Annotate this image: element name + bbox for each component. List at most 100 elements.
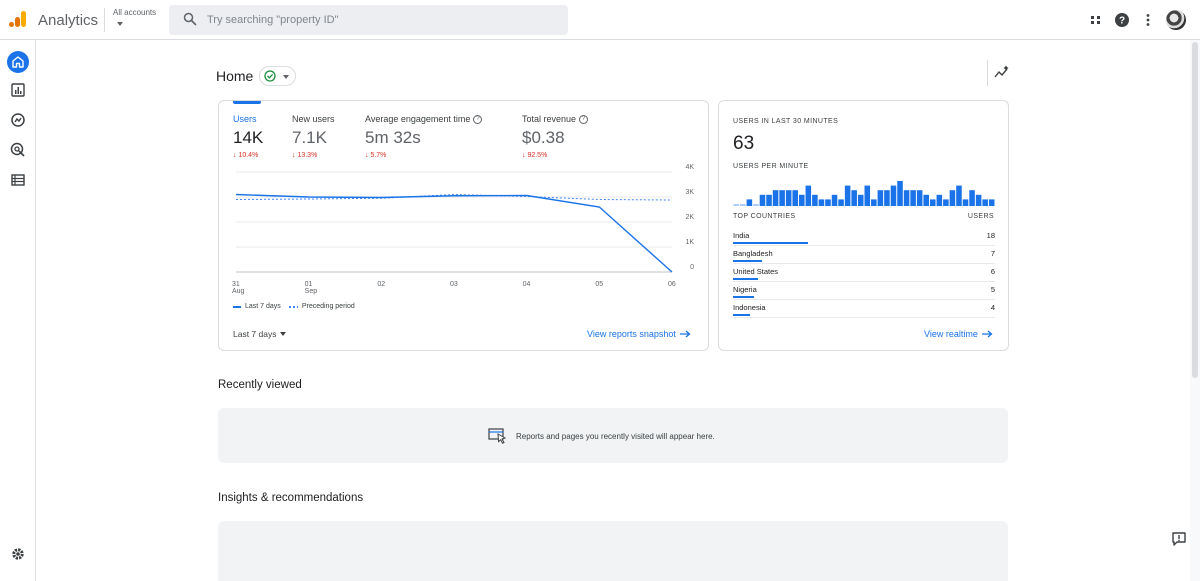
minute-bar[interactable] xyxy=(733,204,740,206)
minute-bar[interactable] xyxy=(753,204,759,206)
country-users: 7 xyxy=(990,249,995,258)
metric-change-value: 10.4% xyxy=(238,152,259,159)
minute-bar[interactable] xyxy=(864,185,871,206)
country-name: Indonesia xyxy=(733,303,766,312)
minute-bar[interactable] xyxy=(851,190,857,206)
minute-bar[interactable] xyxy=(923,194,929,206)
analytics-logo-icon[interactable] xyxy=(9,10,27,28)
help-icon[interactable]: ? xyxy=(473,114,483,124)
metric-label-row: Average engagement time? xyxy=(365,114,483,124)
metric-tab-engagement-time[interactable]: Average engagement time? 5m 32s ↓ 5.7% xyxy=(365,114,483,159)
minute-bar[interactable] xyxy=(740,204,746,206)
minute-bar[interactable] xyxy=(890,185,897,206)
x-tick-label: 01 xyxy=(305,281,313,288)
more-vert-icon[interactable] xyxy=(1140,12,1156,28)
home-status-dropdown[interactable] xyxy=(259,66,296,86)
minute-bar[interactable] xyxy=(949,190,956,206)
minute-bar[interactable] xyxy=(805,185,812,206)
minute-bar[interactable] xyxy=(844,185,851,206)
minute-bar[interactable] xyxy=(903,190,910,206)
scrollbar-thumb[interactable] xyxy=(1192,42,1198,378)
country-row[interactable]: Nigeria 5 xyxy=(733,282,995,300)
metric-change-value: 92.5% xyxy=(527,152,548,159)
minute-bar[interactable] xyxy=(825,199,831,206)
minute-bar[interactable] xyxy=(779,190,785,206)
minute-bar[interactable] xyxy=(857,194,864,206)
minute-bar[interactable] xyxy=(969,190,975,206)
nav-home-button[interactable] xyxy=(7,51,29,73)
account-caret-icon[interactable] xyxy=(117,22,123,26)
minute-bar[interactable] xyxy=(766,194,772,206)
help-icon[interactable]: ? xyxy=(1114,12,1130,28)
minute-bar[interactable] xyxy=(936,194,943,206)
search-bar[interactable] xyxy=(169,5,568,35)
minute-bar[interactable] xyxy=(916,190,923,206)
minute-bar[interactable] xyxy=(910,190,916,206)
view-reports-snapshot-link[interactable]: View reports snapshot xyxy=(587,329,691,339)
feedback-icon[interactable] xyxy=(1170,530,1188,548)
minute-bar[interactable] xyxy=(988,199,995,206)
insights-trend-icon[interactable] xyxy=(993,64,1011,82)
users-per-minute-chart[interactable] xyxy=(733,181,995,206)
app-title[interactable]: Analytics xyxy=(38,12,99,29)
minute-bar[interactable] xyxy=(897,181,903,206)
minute-bar[interactable] xyxy=(812,194,818,206)
metric-value: 5m 32s xyxy=(365,128,421,147)
chart-legend: Last 7 days Preceding period xyxy=(233,303,355,310)
y-tick-label: 1K xyxy=(685,239,694,246)
minute-bar[interactable] xyxy=(799,194,805,206)
metric-value: 7.1K xyxy=(292,128,327,147)
metric-tab-new-users[interactable]: New users 7.1K ↓ 13.3% xyxy=(292,114,335,159)
x-tick-label: 06 xyxy=(668,281,676,288)
series-line-current[interactable] xyxy=(235,193,673,273)
metric-change: ↓ 10.4% xyxy=(233,152,259,159)
country-row[interactable]: India 18 xyxy=(733,228,995,246)
explore-icon[interactable] xyxy=(10,112,26,128)
minute-bar[interactable] xyxy=(877,190,884,206)
minute-bar[interactable] xyxy=(956,185,962,206)
metric-tab-users[interactable]: Users 14K ↓ 10.4% xyxy=(233,114,263,159)
realtime-users-value: 63 xyxy=(733,133,755,154)
minute-bar[interactable] xyxy=(930,199,936,206)
minute-bar[interactable] xyxy=(943,199,949,206)
settings-icon[interactable] xyxy=(10,546,26,562)
country-row[interactable]: Bangladesh 7 xyxy=(733,246,995,264)
minute-bar[interactable] xyxy=(785,190,792,206)
series-line-preceding[interactable] xyxy=(235,193,673,201)
configure-icon[interactable] xyxy=(10,172,26,188)
minute-bar[interactable] xyxy=(962,199,969,206)
metric-tab-total-revenue[interactable]: Total revenue? $0.38 ↓ 92.5% xyxy=(522,114,589,159)
avatar[interactable] xyxy=(1166,10,1186,30)
metric-value: 14K xyxy=(233,128,264,147)
minute-bar[interactable] xyxy=(975,194,982,206)
country-row[interactable]: Indonesia 4 xyxy=(733,300,995,318)
recently-viewed-panel: Reports and pages you recently visited w… xyxy=(218,408,1008,463)
minute-bar[interactable] xyxy=(871,199,877,206)
help-icon[interactable]: ? xyxy=(579,114,589,124)
minute-bar[interactable] xyxy=(982,199,988,206)
minute-bar[interactable] xyxy=(831,194,838,206)
date-range-dropdown[interactable]: Last 7 days xyxy=(233,329,287,339)
page-scrollbar[interactable] xyxy=(1190,40,1200,581)
x-tick-sublabel: Sep xyxy=(305,288,318,295)
account-selector-label[interactable]: All accounts xyxy=(113,8,157,17)
minute-bar[interactable] xyxy=(792,190,798,206)
minute-bar[interactable] xyxy=(838,199,844,206)
apps-grid-icon[interactable] xyxy=(1088,12,1104,28)
country-users: 18 xyxy=(986,231,995,240)
country-name: United States xyxy=(733,267,779,276)
reports-icon[interactable] xyxy=(10,82,26,98)
view-realtime-link[interactable]: View realtime xyxy=(924,329,993,339)
metric-label: Users xyxy=(233,114,257,124)
country-row[interactable]: United States 6 xyxy=(733,264,995,282)
search-input[interactable] xyxy=(207,11,547,29)
advertising-icon[interactable] xyxy=(10,142,26,158)
metric-change: ↓ 92.5% xyxy=(522,152,548,159)
minute-bar[interactable] xyxy=(759,194,766,206)
recently-viewed-title: Recently viewed xyxy=(218,379,302,391)
minute-bar[interactable] xyxy=(884,190,890,206)
minute-bar[interactable] xyxy=(746,199,753,206)
minute-bar[interactable] xyxy=(818,199,825,206)
minute-bar[interactable] xyxy=(772,190,779,206)
